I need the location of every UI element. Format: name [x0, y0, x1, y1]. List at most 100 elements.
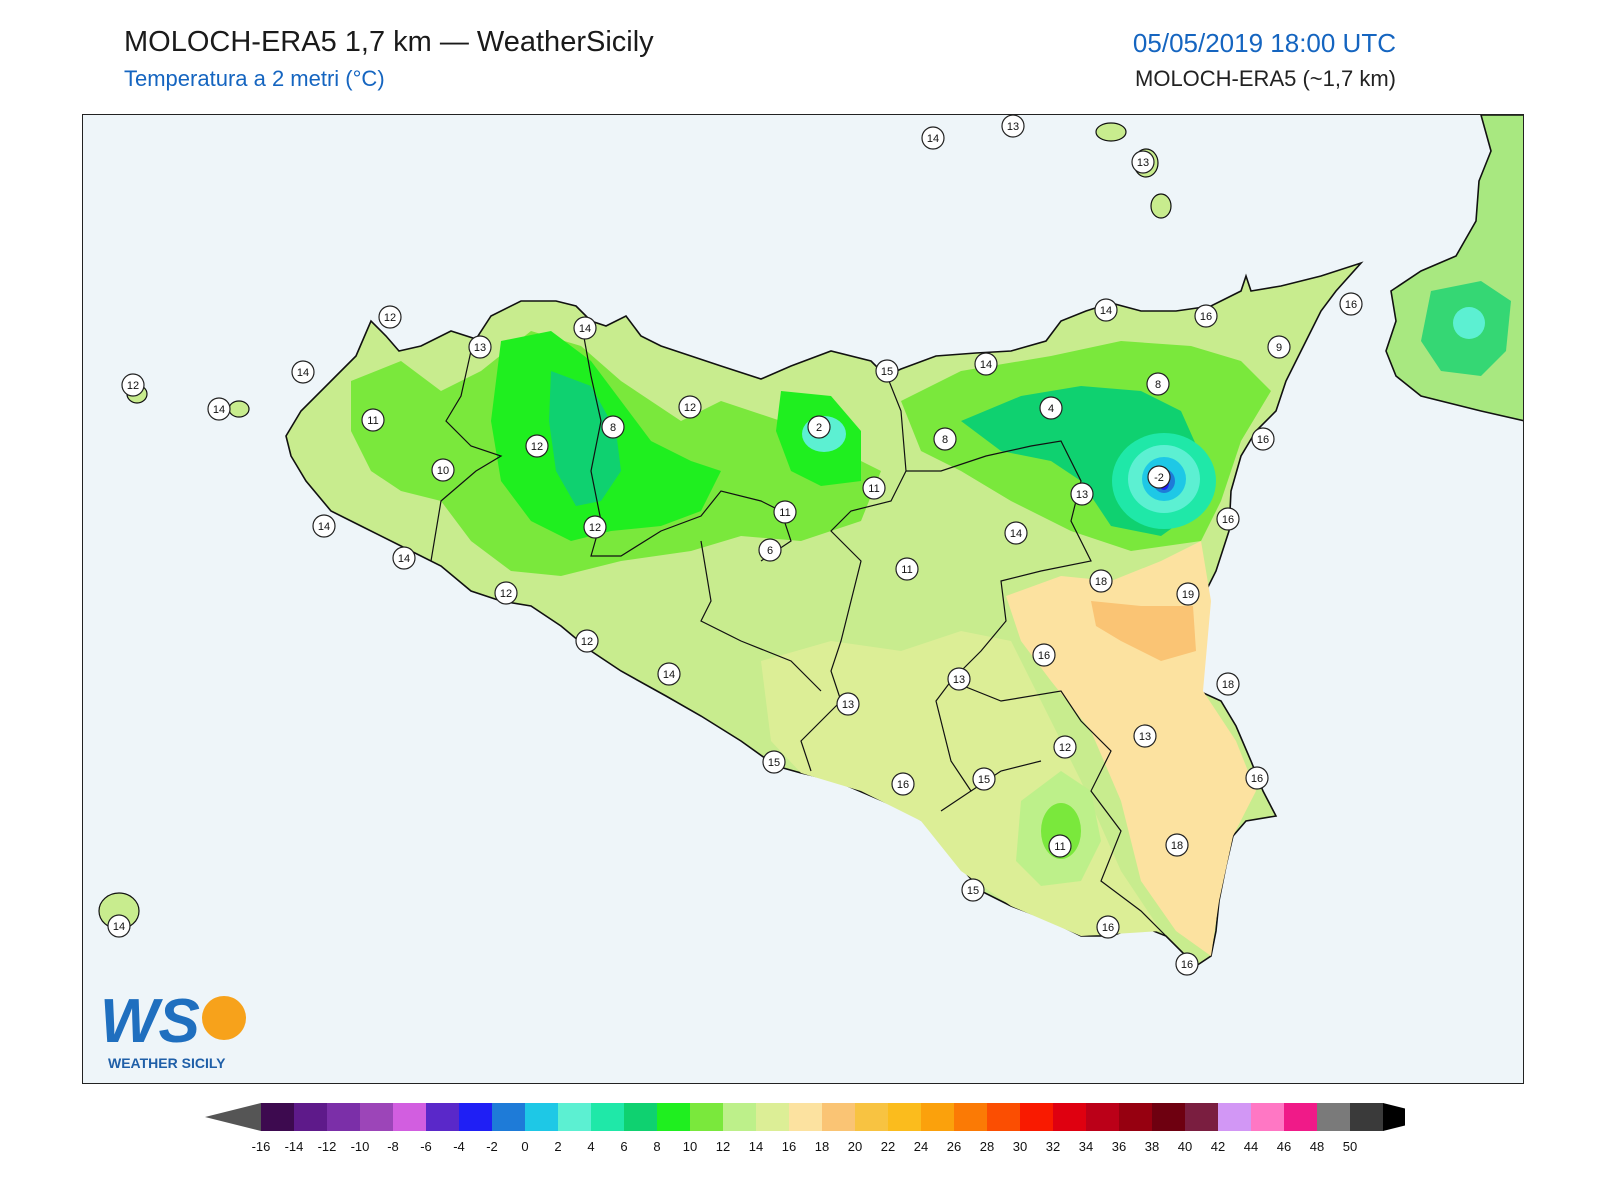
cold-core-west — [549, 371, 621, 506]
colorbar-cell — [690, 1103, 724, 1131]
station-marker — [1147, 465, 1171, 489]
colorbar-cell — [921, 1103, 955, 1131]
station-marker — [573, 316, 597, 340]
colorbar-cell — [1218, 1103, 1252, 1131]
station-marker — [1245, 766, 1269, 790]
station-marker — [773, 500, 797, 524]
colorbar-tick-label: 18 — [815, 1139, 829, 1154]
station-value: 18 — [1095, 576, 1107, 588]
colorbar-tick-label: 44 — [1244, 1139, 1258, 1154]
colorbar-cell — [261, 1103, 295, 1131]
station-value: 16 — [1102, 922, 1114, 934]
weather-sicily-logo: WS WEATHER SICILY — [100, 987, 246, 1071]
station-marker — [468, 335, 492, 359]
station-value: 16 — [1251, 773, 1263, 785]
station-marker — [1032, 643, 1056, 667]
calabria-cold-spot — [1453, 307, 1485, 339]
colorbar-tick-label: 20 — [848, 1139, 862, 1154]
station-marker — [361, 408, 385, 432]
station-marker — [1216, 507, 1240, 531]
station-value: 13 — [1076, 489, 1088, 501]
colorbar-tick-label: 46 — [1277, 1139, 1291, 1154]
very-warm-area-east — [1091, 601, 1196, 661]
colorbar-cell — [459, 1103, 493, 1131]
colorbar-cell — [789, 1103, 823, 1131]
station-marker — [1070, 482, 1094, 506]
station-value: 11 — [367, 415, 378, 427]
station-value: 14 — [1100, 305, 1112, 317]
calabria-landmass — [1385, 115, 1523, 422]
colorbar-cell — [1284, 1103, 1318, 1131]
station-value: 13 — [1139, 731, 1151, 743]
station-value: 13 — [474, 342, 486, 354]
station-marker — [575, 629, 599, 653]
colorbar-tick-label: 14 — [749, 1139, 763, 1154]
temperature-colorbar: -16 -14 -12 -10 -8 -6 -4 -2 0 2 4 6 8 10 12 14 16 18 20 22 2… — [205, 1103, 1405, 1154]
station-value: 15 — [768, 757, 780, 769]
station-value: 13 — [842, 699, 854, 711]
station-marker — [1039, 396, 1063, 420]
station-value: 12 — [1059, 742, 1071, 754]
colorbar-cell — [327, 1103, 361, 1131]
model-name: MOLOCH-ERA5 (~1,7 km) — [1135, 66, 1396, 91]
colorbar-tick-label: 6 — [620, 1139, 627, 1154]
station-value: 14 — [398, 553, 410, 565]
station-marker — [921, 126, 945, 150]
colorbar-cell — [360, 1103, 394, 1131]
station-value: 14 — [113, 921, 125, 933]
station-marker — [1216, 672, 1240, 696]
station-value: 16 — [1257, 434, 1269, 446]
colorbar-cell — [393, 1103, 427, 1131]
station-marker — [1131, 150, 1155, 174]
station-marker — [1094, 298, 1118, 322]
station-marker — [1001, 115, 1025, 138]
colorbar-tick-label: -10 — [351, 1139, 370, 1154]
colorbar-cell — [657, 1103, 691, 1131]
colorbar-cell — [1317, 1103, 1351, 1131]
station-value: 12 — [684, 402, 696, 414]
colorbar-tick-label: 26 — [947, 1139, 961, 1154]
station-value: 14 — [1010, 528, 1022, 540]
station-marker — [1133, 724, 1157, 748]
colorbar-cell — [855, 1103, 889, 1131]
colorbar-cell — [1119, 1103, 1153, 1131]
colorbar-tick-label: 38 — [1145, 1139, 1159, 1154]
station-value: 4 — [1048, 403, 1054, 415]
station-marker — [657, 662, 681, 686]
station-value: 14 — [318, 521, 330, 533]
station-marker — [758, 538, 782, 562]
station-value: 12 — [589, 522, 601, 534]
station-marker — [895, 557, 919, 581]
station-marker — [972, 767, 996, 791]
station-value: -2 — [1154, 472, 1164, 484]
colorbar-max-arrow — [1383, 1103, 1405, 1131]
colorbar-tick-label: -4 — [453, 1139, 465, 1154]
colorbar-tick-label: 12 — [716, 1139, 730, 1154]
colorbar-cell — [525, 1103, 559, 1131]
colorbar-cell — [987, 1103, 1021, 1131]
station-marker — [1267, 335, 1291, 359]
station-marker — [525, 434, 549, 458]
colorbar-tick-label: 40 — [1178, 1139, 1192, 1154]
colorbar-tick-label: 48 — [1310, 1139, 1324, 1154]
logo-letters: WS — [100, 987, 200, 1056]
colorbar-min-arrow — [205, 1103, 261, 1131]
station-value: 12 — [127, 380, 139, 392]
station-marker — [291, 360, 315, 384]
station-marker — [378, 305, 402, 329]
station-value: 2 — [816, 422, 822, 434]
colorbar-tick-label: 10 — [683, 1139, 697, 1154]
station-value: 16 — [1200, 311, 1212, 323]
colorbar-cell — [723, 1103, 757, 1131]
station-value: 15 — [978, 774, 990, 786]
station-value: 14 — [663, 669, 675, 681]
station-marker — [961, 878, 985, 902]
colorbar-cell — [558, 1103, 592, 1131]
station-marker — [1096, 915, 1120, 939]
station-value: 19 — [1182, 589, 1194, 601]
station-marker — [1176, 582, 1200, 606]
station-marker — [494, 581, 518, 605]
station-marker — [431, 458, 455, 482]
station-marker — [1089, 569, 1113, 593]
station-marker — [583, 515, 607, 539]
